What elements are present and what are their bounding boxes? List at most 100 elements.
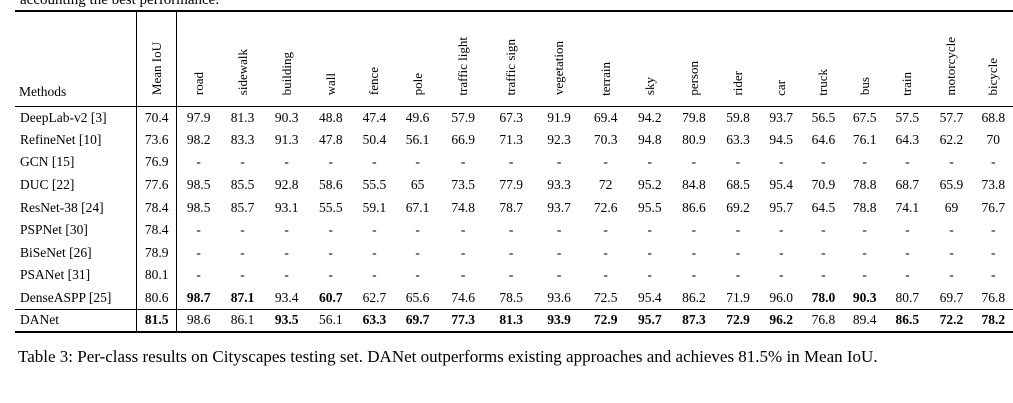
class-iou-cell: -: [905, 244, 910, 260]
class-iou-cell: 96.0: [769, 289, 793, 305]
class-iou-cell: 85.7: [230, 199, 255, 215]
column-header-label: motorcycle: [943, 37, 959, 96]
class-iou-cell: 62.7: [362, 289, 387, 305]
class-iou-cell: 79.8: [682, 109, 706, 125]
class-iou-cell: 55.5: [362, 177, 387, 193]
column-header: vegetation: [535, 11, 583, 106]
class-iou-cell: -: [372, 222, 377, 238]
column-header-label: bus: [856, 77, 872, 96]
class-iou-cell: 64.6: [811, 131, 836, 147]
column-header-label: bicycle: [985, 57, 1001, 96]
class-iou-cell: -: [991, 154, 996, 170]
class-iou-cell: 68.8: [981, 109, 1006, 125]
class-iou-cell: 78.8: [852, 199, 877, 215]
clipped-preceding-text: accounting the best performance.: [20, 0, 220, 8]
class-iou-cell: -: [240, 222, 245, 238]
mean-iou-cell: 81.5: [136, 309, 177, 332]
class-iou-cell: -: [196, 244, 201, 260]
class-iou-cell: 69.7: [939, 289, 964, 305]
class-iou-cell: 62.2: [939, 131, 964, 147]
column-header-label: traffic light: [455, 36, 471, 96]
table-row: GCN [15] 76.9 - - - - - - - - - - - - - - - - - - -: [15, 151, 1013, 174]
class-iou-cell: -: [603, 154, 608, 170]
column-header-label: vegetation: [551, 41, 567, 96]
class-iou-cell: -: [821, 244, 826, 260]
mean-iou-cell: 77.6: [136, 173, 177, 197]
class-iou-cell: 47.8: [318, 131, 343, 147]
class-iou-cell: -: [691, 222, 697, 238]
class-iou-cell: -: [460, 244, 466, 260]
class-iou-cell: 57.5: [895, 109, 920, 125]
class-iou-cell: -: [415, 154, 420, 170]
class-iou-cell: 90.3: [274, 109, 299, 125]
column-header-label: traffic sign: [503, 39, 519, 96]
class-iou-cell: 95.2: [637, 177, 662, 193]
column-header-label: Mean IoU: [148, 42, 164, 96]
column-header-label: fence: [366, 67, 382, 96]
class-iou-cell: -: [196, 222, 201, 238]
class-iou-cell: 71.9: [726, 289, 750, 305]
mean-iou-cell: 70.4: [136, 106, 177, 129]
class-iou-cell: 86.2: [682, 289, 706, 305]
column-header-label: terrain: [597, 61, 613, 96]
class-iou-cell: 94.2: [637, 109, 662, 125]
class-iou-cell: -: [556, 154, 562, 170]
class-iou-cell: -: [460, 222, 466, 238]
class-iou-cell: 73.8: [981, 177, 1006, 193]
class-iou-cell: 50.4: [362, 131, 387, 147]
column-header-label: pole: [409, 73, 425, 96]
class-iou-cell: 58.6: [318, 177, 343, 193]
class-iou-cell: 86.6: [682, 199, 706, 215]
class-iou-cell: -: [372, 154, 377, 170]
class-iou-cell: 78.7: [499, 199, 523, 215]
class-iou-cell: -: [862, 267, 867, 283]
class-iou-cell: -: [240, 267, 245, 283]
table-row: PSANet [31] 80.1 - - - - - - - - - - - - - - - - - - -: [15, 264, 1013, 287]
class-iou-cell: -: [691, 267, 697, 283]
column-header-label: sidewalk: [234, 49, 250, 96]
class-iou-cell: 70.3: [593, 131, 618, 147]
column-header: wall: [309, 11, 353, 106]
class-iou-cell: 77.9: [499, 177, 523, 193]
mean-iou-cell: 78.4: [136, 218, 177, 242]
method-name-cell: ResNet-38 [24]: [20, 199, 104, 215]
class-iou-cell: -: [196, 267, 201, 283]
class-iou-cell: -: [862, 222, 867, 238]
class-iou-cell: -: [691, 154, 697, 170]
class-iou-cell: 95.4: [637, 289, 662, 305]
class-iou-cell: 93.4: [274, 289, 299, 305]
class-iou-cell: -: [949, 222, 954, 238]
class-iou-cell: 81.3: [499, 312, 523, 328]
column-header-label: person: [685, 60, 701, 96]
class-iou-cell: 97.9: [186, 109, 211, 125]
method-name-cell: PSPNet [30]: [20, 222, 88, 238]
method-name-cell: DenseASPP [25]: [20, 289, 112, 305]
class-iou-cell: 94.5: [769, 131, 793, 147]
column-header-label: train: [899, 71, 915, 96]
table-row: ResNet-38 [24] 78.4 98.5 85.7 93.1 55.5 59.1 67…: [15, 196, 1013, 219]
class-iou-cell: -: [778, 267, 784, 283]
class-iou-cell: 98.7: [186, 289, 211, 305]
class-iou-cell: 68.5: [726, 177, 750, 193]
class-iou-cell: 69.2: [726, 199, 750, 215]
class-iou-cell: 92.3: [547, 131, 571, 147]
class-iou-cell: 55.5: [318, 199, 343, 215]
mean-iou-cell: 73.6: [136, 128, 177, 152]
class-iou-cell: 64.3: [895, 131, 920, 147]
column-header-label: truck: [815, 68, 831, 96]
class-iou-cell: 76.7: [981, 199, 1006, 215]
method-name-cell: DUC [22]: [20, 177, 75, 193]
class-iou-cell: -: [735, 222, 741, 238]
column-header: road: [176, 11, 220, 106]
class-iou-cell: -: [647, 267, 653, 283]
class-iou-cell: 95.5: [637, 199, 662, 215]
class-iou-cell: 95.7: [769, 199, 793, 215]
method-name-cell: GCN [15]: [20, 154, 75, 170]
table-body: DeepLab-v2 [3] 70.4 97.9 81.3 90.3 48.8 47.4 49…: [15, 106, 1013, 332]
class-iou-cell: 57.7: [939, 109, 964, 125]
class-iou-cell: -: [556, 222, 562, 238]
column-header: bicycle: [974, 11, 1013, 106]
class-iou-cell: 49.6: [405, 109, 430, 125]
class-iou-cell: 72.9: [726, 312, 750, 328]
class-iou-cell: -: [372, 267, 377, 283]
